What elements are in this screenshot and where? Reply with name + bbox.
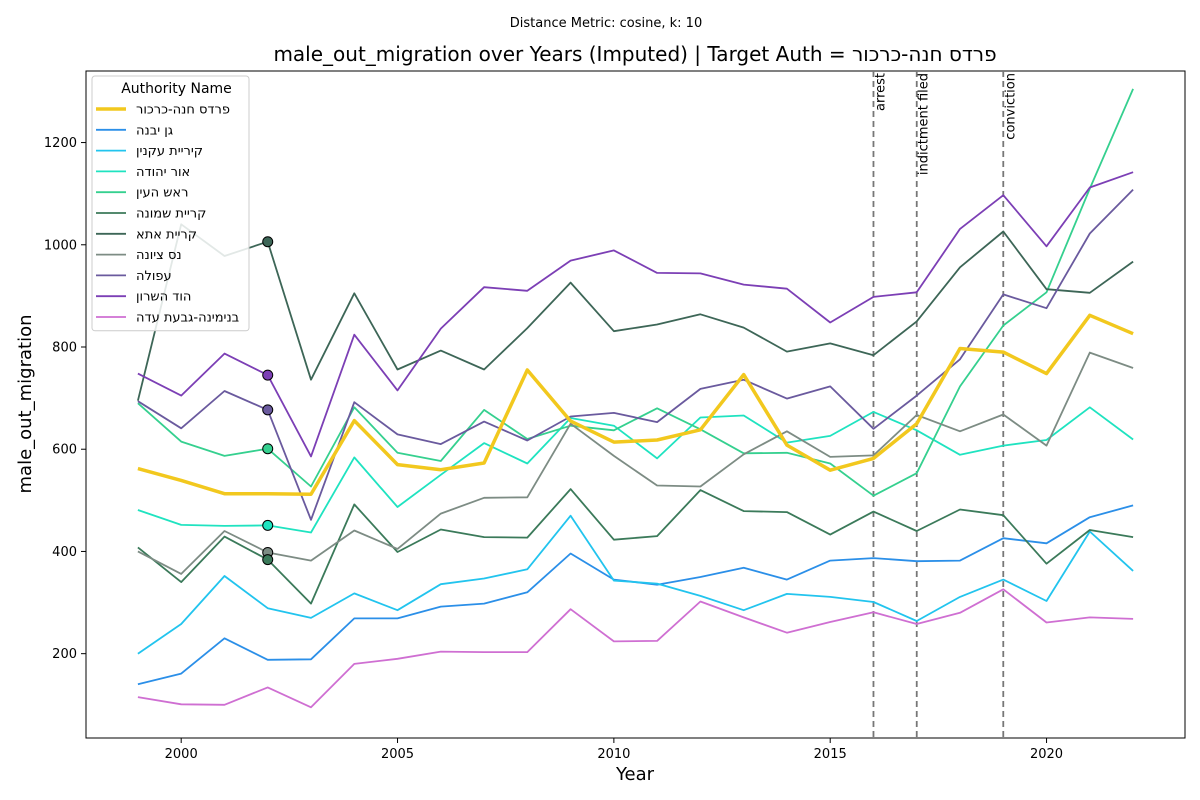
plot-area: [85, 70, 1186, 739]
legend-entry: פרדס חנה-כרכור: [136, 103, 230, 118]
event-label: arrest: [873, 73, 888, 111]
y-axis: 200 400 600 800 1000 1200: [44, 136, 86, 662]
legend-entry: הוד השרון: [136, 290, 191, 305]
series-line: [137, 588, 1134, 709]
y-tick-label: 1000: [44, 238, 77, 253]
series-line: [137, 171, 1134, 458]
x-tick-label: 2015: [814, 747, 847, 762]
legend-entry: נס ציונה: [136, 248, 182, 263]
y-tick-label: 1200: [44, 136, 77, 151]
series-line: [137, 351, 1134, 575]
series-lines: [137, 88, 1134, 709]
imputed-point: [262, 369, 274, 381]
legend-title: Authority Name: [121, 81, 232, 97]
y-tick-label: 800: [52, 341, 77, 356]
x-tick-label: 2020: [1030, 747, 1063, 762]
legend-entry: עפולה: [136, 269, 172, 284]
legend: Authority Name פרדס חנה-כרכור גן יבנה קיריי…: [91, 75, 250, 332]
legend-entry: גן יבנה: [136, 123, 173, 138]
y-axis-title: male_out_migration: [15, 315, 36, 494]
imputed-point: [262, 443, 274, 455]
legend-entry: קריית אתא: [136, 227, 197, 242]
legend-entry: ראש העין: [136, 186, 188, 201]
legend-entry: קריית שמונה: [136, 207, 206, 222]
y-tick-label: 200: [52, 647, 77, 662]
y-tick-label: 400: [52, 545, 77, 560]
series-line: [137, 223, 1134, 401]
x-tick-label: 2005: [381, 747, 414, 762]
imputed-point: [262, 236, 274, 248]
event-label: conviction: [1003, 73, 1018, 140]
point-markers: [262, 236, 274, 566]
series-line: [137, 313, 1134, 496]
event-label: indictment filed: [917, 73, 932, 175]
y-tick-label: 600: [52, 443, 77, 458]
series-line: [137, 488, 1134, 605]
x-axis-title: Year: [615, 764, 655, 785]
imputed-point: [262, 404, 274, 416]
legend-box: [91, 75, 250, 332]
x-axis: 2000 2005 2010 2015 2020: [165, 738, 1063, 762]
x-tick-label: 2010: [597, 747, 630, 762]
legend-entry: קיריית עקנין: [136, 144, 203, 159]
x-tick-label: 2000: [165, 747, 198, 762]
event-lines: arrest indictment filed conviction: [872, 71, 1018, 738]
imputed-point: [262, 519, 274, 531]
chart-title: male_out_migration over Years (Imputed) …: [273, 42, 996, 66]
legend-entry: אור יהודה: [136, 165, 190, 180]
series-line: [137, 514, 1134, 655]
imputed-point: [262, 554, 274, 566]
series-line: [137, 88, 1134, 497]
legend-entry: בנימינה-גבעת עדה: [136, 311, 239, 326]
chart-subtitle: Distance Metric: cosine, k: 10: [510, 16, 702, 31]
